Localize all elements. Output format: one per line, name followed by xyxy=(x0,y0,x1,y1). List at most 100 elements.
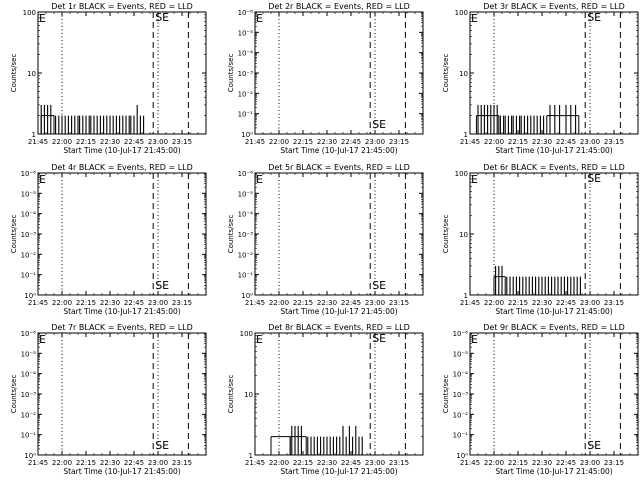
annotation-e: E xyxy=(256,173,263,186)
y-axis-label: Counts/sec xyxy=(10,54,18,93)
y-tick-label: 10⁻⁶ xyxy=(238,170,254,178)
annotation-se: SE xyxy=(155,439,169,452)
y-tick-label: 1 xyxy=(32,131,36,139)
annotation-e: E xyxy=(39,173,46,186)
y-tick-label: 10⁻⁵ xyxy=(238,190,254,198)
y-axis-label: Counts/sec xyxy=(442,375,450,414)
y-tick-label: 10⁻⁶ xyxy=(21,330,37,338)
panel-9: Det 9r BLACK = Events, RED = LLD 10⁰ 10⁻¹ 1… xyxy=(442,323,639,476)
x-tick-label: 22:15 xyxy=(76,138,96,146)
x-tick-label: 21:45 xyxy=(245,459,265,467)
annotation-e: E xyxy=(471,333,478,346)
x-tick-label: 22:00 xyxy=(52,299,72,307)
y-axis-label: Counts/sec xyxy=(442,215,450,254)
y-tick-label: 10⁻⁵ xyxy=(238,29,254,37)
x-axis-label: Start Time (10-Jul-17 21:45:00) xyxy=(63,146,180,155)
panel-title: Det 8r BLACK = Events, RED = LLD xyxy=(268,323,410,332)
x-tick-label: 22:45 xyxy=(124,138,144,146)
annotation-se: SE xyxy=(587,11,601,24)
annotation-se: SE xyxy=(155,11,169,24)
y-tick-label: 10⁻⁵ xyxy=(21,350,37,358)
y-tick-label: 10⁻⁴ xyxy=(238,211,254,219)
x-tick-label: 23:00 xyxy=(148,138,168,146)
x-tick-label: 23:15 xyxy=(604,138,624,146)
y-tick-label: 10⁻³ xyxy=(21,231,37,239)
x-tick-label: 22:30 xyxy=(532,299,552,307)
x-tick-label: 23:15 xyxy=(389,459,409,467)
x-tick-label: 22:00 xyxy=(52,459,72,467)
plot-frame xyxy=(254,172,424,296)
x-tick-label: 23:15 xyxy=(389,299,409,307)
y-tick-label: 10⁻⁵ xyxy=(21,190,37,198)
x-tick-label: 23:15 xyxy=(172,299,192,307)
x-tick-label: 22:00 xyxy=(52,138,72,146)
x-tick-label: 21:45 xyxy=(28,138,48,146)
x-tick-label: 21:45 xyxy=(28,299,48,307)
x-tick-label: 23:00 xyxy=(148,299,168,307)
x-axis-label: Start Time (10-Jul-17 21:45:00) xyxy=(495,146,612,155)
y-tick-label: 10⁻² xyxy=(453,411,469,419)
x-tick-label: 22:30 xyxy=(317,299,337,307)
y-tick-label: 100 xyxy=(23,9,36,17)
annotation-se: SE xyxy=(587,172,601,185)
x-tick-label: 22:00 xyxy=(269,299,289,307)
x-tick-label: 22:15 xyxy=(293,138,313,146)
y-axis-label: Counts/sec xyxy=(227,215,235,254)
x-tick-label: 22:45 xyxy=(124,459,144,467)
x-tick-label: 22:15 xyxy=(293,459,313,467)
y-tick-label: 10⁰ xyxy=(456,452,468,460)
x-axis-label: Start Time (10-Jul-17 21:45:00) xyxy=(63,307,180,316)
plot-frame xyxy=(37,172,207,296)
x-tick-label: 23:15 xyxy=(604,459,624,467)
x-tick-label: 21:45 xyxy=(245,299,265,307)
x-tick-label: 22:30 xyxy=(317,459,337,467)
x-tick-label: 22:45 xyxy=(124,299,144,307)
y-tick-label: 10⁻⁶ xyxy=(238,9,254,17)
annotation-e: E xyxy=(471,173,478,186)
y-tick-label: 10⁻⁶ xyxy=(453,330,469,338)
y-tick-label: 10⁻¹ xyxy=(21,432,37,440)
y-tick-label: 10⁻⁴ xyxy=(21,371,37,379)
annotation-e: E xyxy=(471,12,478,25)
y-tick-label: 10⁻⁴ xyxy=(21,211,37,219)
x-tick-label: 23:00 xyxy=(365,459,385,467)
annotation-e: E xyxy=(256,12,263,25)
y-tick-label: 10⁰ xyxy=(241,131,253,139)
y-tick-label: 10⁰ xyxy=(241,292,253,300)
panel-5: Det 5r BLACK = Events, RED = LLD 10⁰ 10⁻¹ 1… xyxy=(227,163,424,316)
panel-title: Det 5r BLACK = Events, RED = LLD xyxy=(268,163,410,172)
x-tick-label: 22:00 xyxy=(484,138,504,146)
x-tick-label: 22:45 xyxy=(556,459,576,467)
x-tick-label: 23:15 xyxy=(172,138,192,146)
panel-title: Det 1r BLACK = Events, RED = LLD xyxy=(51,2,193,11)
y-tick-label: 10 xyxy=(27,70,36,78)
x-tick-label: 21:45 xyxy=(28,459,48,467)
y-tick-label: 10 xyxy=(459,70,468,78)
panel-6: Det 6r BLACK = Events, RED = LLD 1 10 100 21… xyxy=(442,163,639,316)
y-tick-label: 1 xyxy=(249,452,253,460)
x-tick-label: 21:45 xyxy=(460,459,480,467)
plot-frame xyxy=(254,11,424,135)
y-tick-label: 10 xyxy=(244,391,253,399)
x-tick-label: 22:30 xyxy=(532,138,552,146)
x-tick-label: 22:30 xyxy=(532,459,552,467)
x-tick-label: 22:30 xyxy=(100,459,120,467)
y-axis-label: Counts/sec xyxy=(10,215,18,254)
x-tick-label: 22:15 xyxy=(508,299,528,307)
annotation-e: E xyxy=(256,333,263,346)
y-tick-label: 10⁻³ xyxy=(453,391,469,399)
panel-title: Det 7r BLACK = Events, RED = LLD xyxy=(51,323,193,332)
plot-frame xyxy=(37,11,207,135)
x-tick-label: 22:45 xyxy=(556,299,576,307)
panel-title: Det 9r BLACK = Events, RED = LLD xyxy=(483,323,625,332)
y-tick-label: 10 xyxy=(459,231,468,239)
plot-frame xyxy=(37,332,207,456)
y-tick-label: 10⁻³ xyxy=(21,391,37,399)
x-axis-label: Start Time (10-Jul-17 21:45:00) xyxy=(495,307,612,316)
x-tick-label: 22:15 xyxy=(76,299,96,307)
x-tick-label: 22:15 xyxy=(76,459,96,467)
annotation-se: SE xyxy=(372,118,386,131)
panel-title: Det 6r BLACK = Events, RED = LLD xyxy=(483,163,625,172)
y-tick-label: 10⁻⁴ xyxy=(238,50,254,58)
x-tick-label: 22:00 xyxy=(269,459,289,467)
